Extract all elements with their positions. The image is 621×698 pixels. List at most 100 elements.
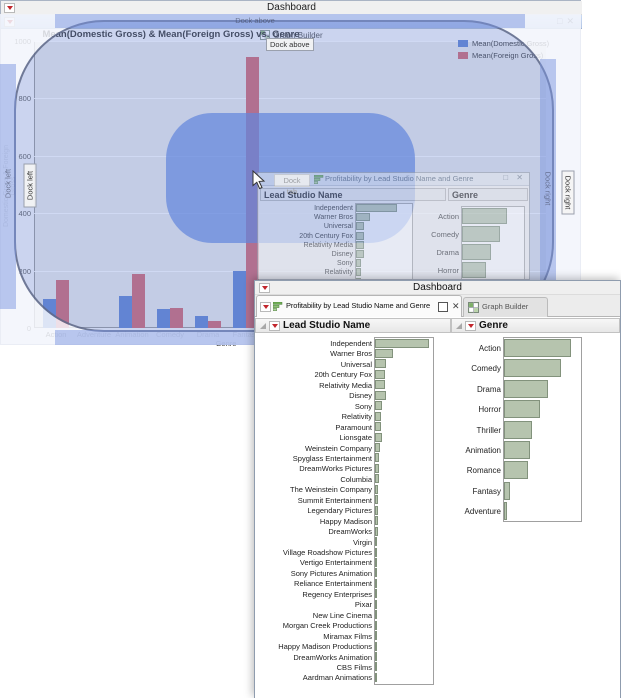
red-triangle-menu-icon[interactable] xyxy=(4,3,15,13)
red-triangle-menu-icon[interactable] xyxy=(4,17,15,27)
float-window-icon[interactable]: □ xyxy=(557,16,567,26)
close-window-icon[interactable]: ✕ xyxy=(566,16,578,26)
studio-label: Regency Enterprises xyxy=(302,589,372,599)
front-window-titlebar[interactable]: Dashboard xyxy=(255,281,620,295)
tab-profitability[interactable]: Profitability by Lead Studio Name and Ge… xyxy=(256,295,462,317)
studio-bar[interactable] xyxy=(375,463,379,473)
studio-label: Weinstein Company xyxy=(305,443,372,453)
ghost-genre-bar xyxy=(462,226,501,242)
studio-bar[interactable] xyxy=(375,443,380,452)
disclosure-icon[interactable] xyxy=(260,323,266,329)
studio-bar[interactable] xyxy=(375,369,385,379)
studio-bar[interactable] xyxy=(375,390,386,400)
studio-label: Paramount xyxy=(335,422,372,432)
studio-label: Warner Bros xyxy=(330,349,372,359)
studio-bar[interactable] xyxy=(375,620,377,630)
ghost-studio-bar xyxy=(356,231,364,240)
studio-label: Village Roadshow Pictures xyxy=(282,548,372,557)
studio-bar[interactable] xyxy=(375,547,377,557)
genre-label: Adventure xyxy=(464,507,501,517)
genre-bar[interactable] xyxy=(504,379,548,398)
tab-graph-builder-label: Graph Builder xyxy=(482,302,529,311)
back-window-titlebar[interactable]: Dashboard xyxy=(1,1,582,15)
studio-bar[interactable] xyxy=(375,432,382,442)
ghost-studio-bar xyxy=(356,240,364,249)
dock-zone-left[interactable] xyxy=(0,64,16,309)
dock-zone-right[interactable] xyxy=(540,59,556,314)
bar-domestic-animation[interactable] xyxy=(119,296,132,328)
studio-label: Vertigo Entertainment xyxy=(299,558,372,568)
tab-graph-builder[interactable]: Graph Builder xyxy=(463,297,548,317)
studio-bar[interactable] xyxy=(375,672,377,682)
ghost-studio-label: Warner Bros xyxy=(313,214,353,222)
close-tab-icon[interactable]: ✕ xyxy=(452,301,460,311)
studio-bar[interactable] xyxy=(375,453,379,463)
disclosure-icon[interactable] xyxy=(456,323,462,329)
dragged-ghost-window[interactable]: Profitability by Lead Studio Name and Ge… xyxy=(257,172,530,280)
studio-bar[interactable] xyxy=(375,641,377,651)
legend-swatch xyxy=(458,40,468,47)
bar-foreign-animation[interactable] xyxy=(132,274,145,328)
studio-bar[interactable] xyxy=(375,610,377,620)
studio-bar[interactable] xyxy=(375,484,378,494)
ghost-studio-label: Disney xyxy=(331,251,353,258)
bar-foreign-comedy[interactable] xyxy=(170,308,183,328)
ghost-studio-label: Independent xyxy=(314,205,353,212)
studio-label: Disney xyxy=(349,391,372,401)
studio-bar[interactable] xyxy=(375,578,377,588)
studio-bar[interactable] xyxy=(375,411,381,421)
y-tick-label: 400 xyxy=(18,209,31,219)
studio-bar[interactable] xyxy=(375,348,393,358)
studio-bar[interactable] xyxy=(375,401,382,411)
ghost-studio-label: Relativity xyxy=(324,269,353,277)
studio-bar[interactable] xyxy=(375,662,377,672)
studio-bar[interactable] xyxy=(375,599,377,609)
ghost-studio-bar xyxy=(356,259,362,268)
bar-foreign-drama[interactable] xyxy=(208,321,221,328)
red-triangle-menu-icon[interactable] xyxy=(269,321,280,331)
studio-label: CBS Films xyxy=(336,662,372,672)
studio-bar[interactable] xyxy=(375,359,386,369)
studio-bar[interactable] xyxy=(375,537,377,547)
studio-bar[interactable] xyxy=(375,505,378,515)
genre-bar[interactable] xyxy=(504,502,507,521)
genre-bar[interactable] xyxy=(504,400,540,419)
panel-header-lead-studio[interactable]: Lead Studio Name xyxy=(255,318,451,333)
studio-bar[interactable] xyxy=(375,589,377,599)
studio-bar[interactable] xyxy=(375,652,377,661)
studio-bar[interactable] xyxy=(375,526,378,536)
studio-bar[interactable] xyxy=(375,557,377,567)
red-triangle-menu-icon[interactable] xyxy=(260,302,271,312)
panel-header-genre[interactable]: Genre xyxy=(451,318,620,333)
studio-bar[interactable] xyxy=(375,422,381,432)
dock-zone-above[interactable] xyxy=(55,14,525,28)
bar-domestic-drama[interactable] xyxy=(195,316,208,328)
ghost-studio-bar xyxy=(356,213,370,222)
studio-bar[interactable] xyxy=(375,516,378,526)
studio-bar[interactable] xyxy=(375,474,379,484)
profitability-report-icon xyxy=(273,302,283,311)
studio-label: Pixar xyxy=(354,600,372,610)
back-window-title: Dashboard xyxy=(267,2,316,13)
genre-bar[interactable] xyxy=(504,481,510,500)
front-dashboard-window[interactable]: Dashboard Profitability by Lead Studio N… xyxy=(254,280,621,698)
genre-bar[interactable] xyxy=(504,461,528,480)
studio-bar[interactable] xyxy=(375,495,378,505)
studio-bar[interactable] xyxy=(375,568,377,578)
studio-label: The Weinstein Company xyxy=(290,485,372,495)
red-triangle-menu-icon[interactable] xyxy=(259,283,270,293)
genre-bar[interactable] xyxy=(504,441,530,459)
studio-bar[interactable] xyxy=(375,631,377,641)
bar-domestic-fantasy[interactable] xyxy=(233,271,246,328)
genre-bar[interactable] xyxy=(504,359,561,378)
genre-bar[interactable] xyxy=(504,339,571,357)
ghost-studio-bar xyxy=(356,268,361,277)
studio-bar[interactable] xyxy=(375,380,385,390)
studio-bar[interactable] xyxy=(375,338,429,348)
red-triangle-menu-icon[interactable] xyxy=(465,321,476,331)
genre-label: Horror xyxy=(478,405,501,415)
bar-domestic-comedy[interactable] xyxy=(157,309,170,328)
genre-bar[interactable] xyxy=(504,420,532,439)
graph-builder-icon xyxy=(468,302,479,313)
undock-tab-icon[interactable] xyxy=(438,302,448,312)
